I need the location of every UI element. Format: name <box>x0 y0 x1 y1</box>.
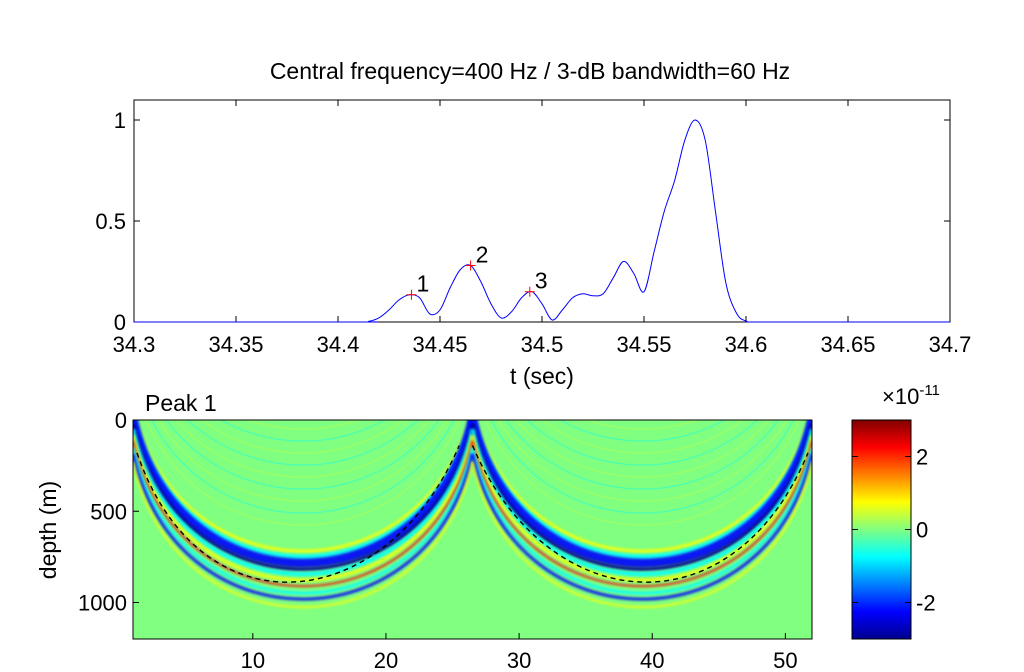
ripple-line <box>490 420 794 514</box>
ripple-line <box>540 420 744 454</box>
line-x-axis-label: t (sec) <box>510 363 574 389</box>
wavefront-band <box>133 447 474 595</box>
ripple-line <box>514 420 770 478</box>
heatmap-x-tick-label: 10 <box>241 648 265 672</box>
chart-title: Central frequency=400 Hz / 3-dB bandwidt… <box>270 58 790 84</box>
wavefront-band <box>470 423 812 572</box>
heatmap-y-tick-label: 500 <box>90 499 127 524</box>
heatmap-x-tick-label: 40 <box>640 648 664 672</box>
ripple-line <box>484 420 800 526</box>
wavefront-band <box>471 440 812 588</box>
ripple-line <box>175 420 431 478</box>
line-x-tick-label: 34.6 <box>725 332 768 357</box>
peak-marker <box>524 286 535 297</box>
wavefront-band <box>471 447 812 595</box>
line-y-tick-label: 0.5 <box>95 209 126 234</box>
wavefront-band <box>133 440 474 588</box>
ripple-line <box>505 420 780 490</box>
wavefront-band <box>471 453 812 601</box>
wavefront-band <box>133 420 477 568</box>
peak-marker <box>465 260 476 271</box>
colorbar-tick-label: 0 <box>916 518 928 543</box>
ripple-line <box>497 420 788 502</box>
ripple-line <box>219 420 386 442</box>
line-plot-axes <box>133 99 951 323</box>
peak-label: 1 <box>416 271 429 297</box>
colorbar-tick-label: -2 <box>916 591 936 616</box>
peak-label: 3 <box>535 268 548 294</box>
ripple-line <box>201 420 405 454</box>
heatmap-x-tick-label: 20 <box>374 648 398 672</box>
heatmap-x-tick-label: 30 <box>507 648 531 672</box>
ripple-line <box>586 420 699 430</box>
wavefront-band <box>468 420 812 568</box>
ripple-line <box>165 420 440 490</box>
colorbar-exponent-power: -11 <box>919 382 940 399</box>
peak-marker <box>406 289 417 300</box>
peak-annotations: 1 2 3 <box>406 241 548 300</box>
line-x-tick-label: 34.45 <box>412 332 467 357</box>
ripple-line <box>187 420 419 466</box>
wavefront-band <box>133 423 475 572</box>
heatmap-field <box>133 420 812 609</box>
dashed-reference-curve <box>136 445 809 583</box>
heatmap-x-tick-label: 50 <box>773 648 797 672</box>
ripple-line <box>559 420 726 442</box>
heatmap-y-tick-label: 0 <box>115 408 127 433</box>
line-y-ticks: 00.51 <box>95 108 950 335</box>
colorbar-exponent: ×10-11 <box>882 382 940 409</box>
wavefront-band <box>133 428 475 577</box>
wavefront-band <box>133 461 474 609</box>
line-x-ticks: 34.3 34.35 34.4 34.45 34.5 34.55 34.6 34.65 34.7 <box>113 100 972 357</box>
wavefront-band <box>133 453 474 601</box>
heatmap-y-tick-label: 1000 <box>78 591 127 616</box>
line-chart: Central frequency=400 Hz / 3-dB bandwidt… <box>95 58 971 389</box>
line-x-tick-label: 34.4 <box>317 332 360 357</box>
heatmap-y-axis-label: depth (m) <box>35 481 61 579</box>
ripple-line <box>246 420 359 430</box>
line-x-tick-label: 34.55 <box>616 332 671 357</box>
heatmap-axes <box>132 419 813 640</box>
peak-label: 2 <box>476 241 489 267</box>
ripple-line <box>526 420 758 466</box>
line-y-tick-label: 1 <box>114 108 126 133</box>
wavefront-band <box>471 461 812 609</box>
colorbar <box>851 419 912 640</box>
heatmap-x-ticks: 10 20 30 40 50 <box>241 633 798 672</box>
heatmap-title: Peak 1 <box>145 390 217 416</box>
line-x-tick-label: 34.65 <box>820 332 875 357</box>
line-x-tick-label: 34.3 <box>113 332 156 357</box>
colorbar-tick-label: 2 <box>916 445 928 470</box>
line-x-tick-label: 34.7 <box>929 332 972 357</box>
line-x-tick-label: 34.35 <box>208 332 263 357</box>
ripple-line <box>145 420 461 526</box>
wavefront-band <box>471 434 812 582</box>
heatmap-y-ticks: 0 500 1000 <box>78 408 139 616</box>
wavefront-band <box>133 434 474 582</box>
colorbar-exponent-base: ×10 <box>882 384 919 409</box>
colorbar-ticks: 2 0 -2 <box>852 445 936 616</box>
ripple-line <box>157 420 448 502</box>
line-y-tick-label: 0 <box>114 310 126 335</box>
wavefront-band <box>470 428 812 577</box>
wavefront-band <box>474 420 810 553</box>
ripple-line <box>151 420 455 514</box>
wavefront-band <box>135 420 471 553</box>
line-x-tick-label: 34.5 <box>521 332 564 357</box>
